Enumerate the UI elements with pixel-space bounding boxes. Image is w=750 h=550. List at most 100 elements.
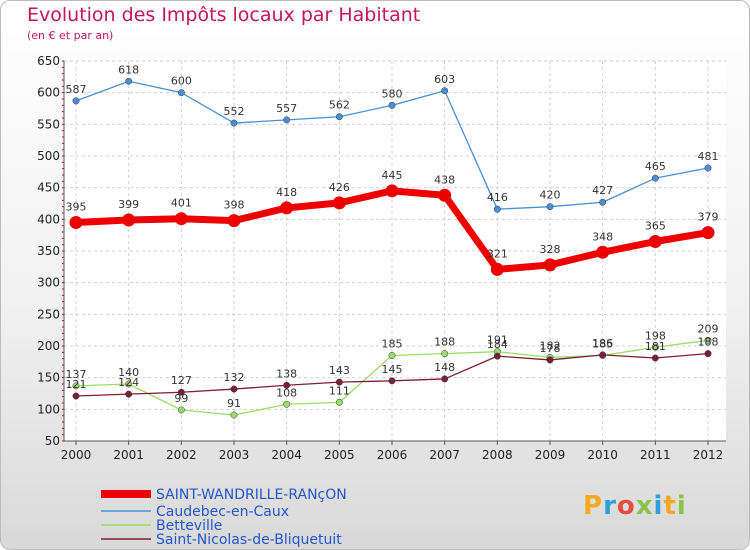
data-point [651,343,659,351]
data-point [122,213,136,227]
data-label: 132 [224,371,245,384]
data-label: 399 [118,198,139,211]
data-point [125,380,133,388]
legend-label: Caudebec-en-Caux [156,504,289,520]
data-label: 365 [645,220,666,233]
data-label: 395 [66,201,87,214]
x-tick-label: 2006 [377,448,408,462]
data-label: 603 [434,73,455,86]
x-tick-label: 2011 [640,448,671,462]
data-point [125,390,133,398]
data-point [441,350,449,358]
data-label: 140 [118,366,139,379]
x-tick-label: 2003 [219,448,250,462]
data-point [651,354,659,362]
data-point [651,174,659,182]
data-point [283,116,291,124]
x-tick-label: 2010 [587,448,618,462]
data-point [546,203,554,211]
x-tick-label: 2007 [429,448,460,462]
brand-letter: i [676,491,687,521]
data-label: 321 [487,247,508,260]
data-point [704,350,712,358]
data-label: 138 [276,367,297,380]
x-tick-label: 2002 [166,448,197,462]
data-label: 121 [66,378,87,391]
data-label: 185 [592,338,613,351]
y-tick-label: 400 [37,212,60,226]
data-label: 557 [276,102,297,115]
data-point [230,385,238,393]
legend-item: Saint-Nicolas-de-Bliquetuit [101,532,342,548]
data-label: 600 [171,75,192,88]
data-label: 401 [171,197,192,210]
data-label: 379 [698,211,719,224]
x-tick-label: 2000 [61,448,92,462]
data-label: 188 [434,336,455,349]
data-label: 416 [487,191,508,204]
brand-letter: o [616,491,636,521]
data-label: 178 [540,342,561,355]
data-point [125,77,133,85]
data-point [704,336,712,344]
data-label: 191 [487,334,508,347]
data-point [490,262,504,276]
data-label: 108 [276,386,297,399]
chart-title: Evolution des Impôts locaux par Habitant [27,4,421,26]
data-point [227,214,241,228]
data-point [72,392,80,400]
data-label: 137 [66,368,87,381]
series-saint-wandrille-ran-on [69,184,715,276]
data-label: 186 [592,337,613,350]
data-point [441,375,449,383]
data-point [388,101,396,109]
brand-letter: i [653,491,664,521]
data-label: 209 [698,322,719,335]
data-point [283,400,291,408]
data-point [177,388,185,396]
data-label: 348 [592,230,613,243]
data-point [69,216,83,229]
brand-logo: Proxiti [583,491,687,521]
x-tick-label: 2012 [693,448,724,462]
data-label: 618 [118,63,139,76]
x-tick-label: 2004 [271,448,302,462]
data-point [177,89,185,97]
data-label: 418 [276,186,297,199]
data-label: 398 [224,199,245,212]
data-point [385,184,399,198]
data-label: 111 [329,384,350,397]
data-point [648,235,662,248]
y-tick-label: 200 [37,339,60,353]
data-label: 185 [382,338,403,351]
chart-subtitle: (en € et par an) [27,29,114,42]
data-point [230,119,238,127]
y-tick-label: 250 [37,307,60,321]
data-point [596,245,610,259]
data-point [493,205,501,213]
data-point [599,351,607,359]
data-point [546,356,554,364]
series-caudebec-en-caux [72,77,712,213]
data-point [543,258,557,272]
brand-letter: x [635,491,654,521]
data-label: 198 [645,329,666,342]
data-point [72,382,80,390]
brand-letter: t [663,491,677,521]
data-point [335,378,343,386]
data-point [230,411,238,419]
legend-label: Saint-Nicolas-de-Bliquetuit [156,532,342,548]
legend-label: SAINT-WANDRILLE-RANçON [156,487,347,503]
y-tick-label: 650 [37,54,60,68]
data-label: 580 [382,87,403,100]
data-point [599,198,607,206]
data-label: 420 [540,189,561,202]
y-tick-label: 50 [45,434,60,448]
data-label: 465 [645,160,666,173]
y-tick-label: 550 [37,117,60,131]
data-label: 148 [434,361,455,374]
data-label: 145 [382,363,403,376]
data-point [438,188,452,202]
legend-label: Betteville [156,518,222,534]
brand-letter: r [603,491,617,521]
